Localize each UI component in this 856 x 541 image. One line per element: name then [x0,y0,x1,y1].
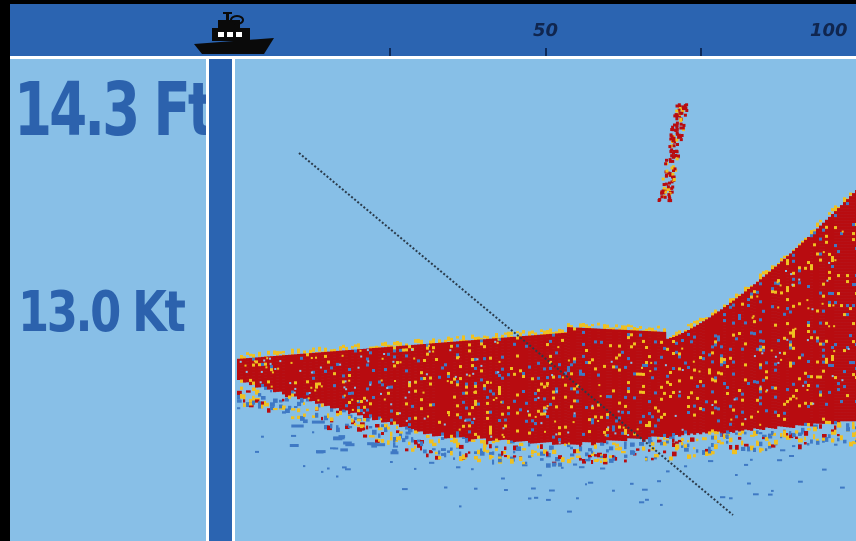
speed-readout: 13.0 Kt [18,280,186,345]
range-scale-bar: 50 100 [10,4,856,59]
scale-tick [700,48,702,56]
depth-readout: 14.3 Ft [14,67,214,153]
sonar-returns [237,103,856,513]
scale-label-50: 50 [533,20,559,41]
data-panel: 14.3 Ft 13.0 Kt [10,59,214,541]
panel-divider [232,59,235,541]
boat-icon [194,12,274,54]
panel-divider [206,59,209,541]
sonar-trail-line [298,152,734,516]
depth-scale-bar [209,59,232,541]
sonar-display [235,59,856,541]
sonar-image [237,103,856,516]
scale-tick [545,48,547,56]
scale-tick [389,48,391,56]
scale-label-100: 100 [810,20,848,41]
